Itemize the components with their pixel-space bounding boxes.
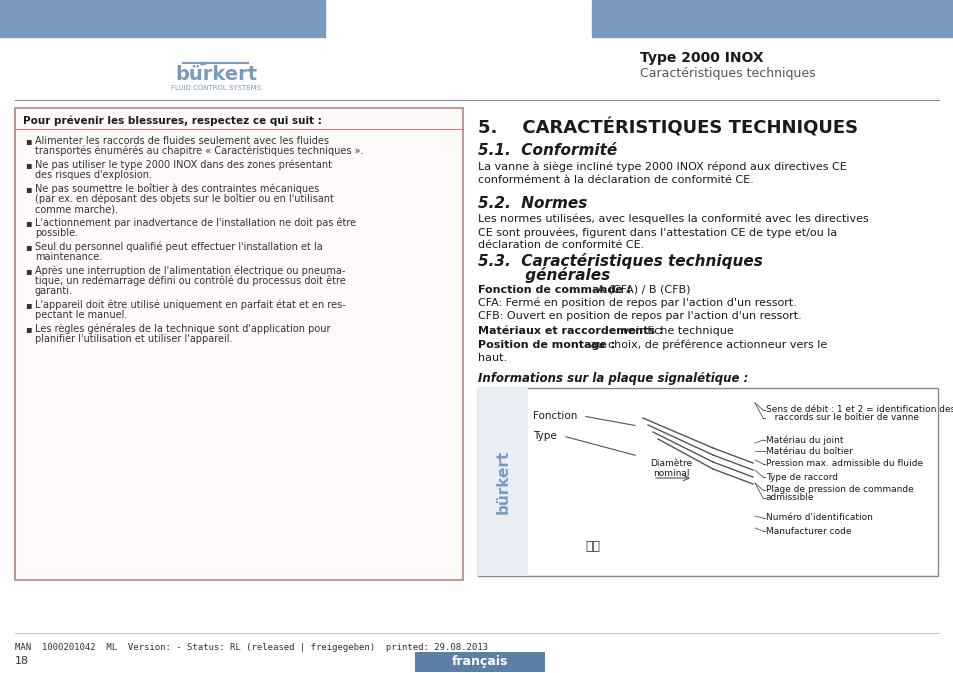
Text: 5.    CARACTÉRISTIQUES TECHNIQUES: 5. CARACTÉRISTIQUES TECHNIQUES xyxy=(477,118,858,137)
Text: 5.1.  Conformité: 5.1. Conformité xyxy=(477,143,617,158)
Text: 5.2.  Normes: 5.2. Normes xyxy=(477,196,587,211)
Text: L'appareil doit être utilisé uniquement en parfait état et en res-: L'appareil doit être utilisé uniquement … xyxy=(35,300,345,310)
Text: tique, un redémarrage défini ou contrôlé du processus doit être: tique, un redémarrage défini ou contrôlé… xyxy=(35,276,345,287)
Text: Caractéristiques techniques: Caractéristiques techniques xyxy=(639,67,815,81)
Text: ▪: ▪ xyxy=(25,218,31,228)
Text: nominal: nominal xyxy=(652,468,688,478)
Text: français: français xyxy=(452,656,508,668)
Text: comme marche).: comme marche). xyxy=(35,204,118,214)
Bar xyxy=(477,388,527,576)
Text: haut.: haut. xyxy=(477,353,507,363)
Text: La vanne à siège incliné type 2000 INOX répond aux directives CE: La vanne à siège incliné type 2000 INOX … xyxy=(477,162,846,172)
Text: Pression max. admissible du fluide: Pression max. admissible du fluide xyxy=(765,460,923,468)
Text: générales: générales xyxy=(477,267,610,283)
Bar xyxy=(0,0,325,37)
Text: conformément à la déclaration de conformité CE.: conformément à la déclaration de conform… xyxy=(477,175,753,185)
Text: ⒸⒺ: ⒸⒺ xyxy=(585,540,599,553)
Text: Numéro d'identification: Numéro d'identification xyxy=(765,513,872,522)
Text: maintenance.: maintenance. xyxy=(35,252,102,262)
Text: Sens de débit : 1 et 2 = identification des: Sens de débit : 1 et 2 = identification … xyxy=(765,406,953,415)
Text: planifier l'utilisation et utiliser l'appareil.: planifier l'utilisation et utiliser l'ap… xyxy=(35,334,233,344)
Text: ▪: ▪ xyxy=(25,160,31,170)
Text: Les normes utilisées, avec lesquelles la conformité avec les directives: Les normes utilisées, avec lesquelles la… xyxy=(477,214,868,225)
Text: des risques d'explosion.: des risques d'explosion. xyxy=(35,170,152,180)
Text: pectant le manuel.: pectant le manuel. xyxy=(35,310,128,320)
Text: Type 2000 INOX: Type 2000 INOX xyxy=(639,51,762,65)
Text: CFA: Fermé en position de repos par l'action d'un ressort.: CFA: Fermé en position de repos par l'ac… xyxy=(477,298,796,308)
Text: L'actionnement par inadvertance de l'installation ne doit pas être: L'actionnement par inadvertance de l'ins… xyxy=(35,218,355,229)
Text: (par ex. en déposant des objets sur le boîtier ou en l'utilisant: (par ex. en déposant des objets sur le b… xyxy=(35,194,334,205)
Text: Matériau du joint: Matériau du joint xyxy=(765,435,842,445)
Text: Ne pas utiliser le type 2000 INOX dans des zones présentant: Ne pas utiliser le type 2000 INOX dans d… xyxy=(35,160,332,170)
Text: ▪: ▪ xyxy=(25,266,31,276)
Text: MAN  1000201042  ML  Version: - Status: RL (released | freigegeben)  printed: 29: MAN 1000201042 ML Version: - Status: RL … xyxy=(15,643,488,651)
Text: ▪: ▪ xyxy=(25,242,31,252)
Text: Pour prévenir les blessures, respectez ce qui suit :: Pour prévenir les blessures, respectez c… xyxy=(23,116,321,127)
Text: Type: Type xyxy=(533,431,557,441)
Bar xyxy=(15,108,462,580)
Text: Informations sur la plaque signalétique :: Informations sur la plaque signalétique … xyxy=(477,372,747,385)
Text: possible.: possible. xyxy=(35,228,78,238)
Bar xyxy=(592,0,953,37)
Text: Manufacturer code: Manufacturer code xyxy=(765,526,851,536)
Text: FLUID CONTROL SYSTEMS: FLUID CONTROL SYSTEMS xyxy=(171,85,261,91)
Text: 18: 18 xyxy=(15,656,30,666)
Text: CE sont prouvées, figurent dans l'attestation CE de type et/ou la: CE sont prouvées, figurent dans l'attest… xyxy=(477,227,837,238)
Text: au choix, de préférence actionneur vers le: au choix, de préférence actionneur vers … xyxy=(586,340,826,351)
Text: déclaration de conformité CE.: déclaration de conformité CE. xyxy=(477,240,643,250)
Text: Matériau du boîtier: Matériau du boîtier xyxy=(765,446,852,456)
Text: Fonction de commande :: Fonction de commande : xyxy=(477,285,631,295)
Text: Après une interruption de l'alimentation électrique ou pneuma-: Après une interruption de l'alimentation… xyxy=(35,266,345,277)
Text: Matériaux et raccordements :: Matériaux et raccordements : xyxy=(477,326,662,336)
Text: Alimenter les raccords de fluides seulement avec les fluides: Alimenter les raccords de fluides seulem… xyxy=(35,136,329,146)
Text: voir fiche technique: voir fiche technique xyxy=(618,326,733,336)
Text: Type de raccord: Type de raccord xyxy=(765,472,837,481)
Text: Diamètre: Diamètre xyxy=(649,460,691,468)
Text: Fonction: Fonction xyxy=(533,411,577,421)
Text: bürkert: bürkert xyxy=(495,450,510,514)
Text: ▪: ▪ xyxy=(25,184,31,194)
Text: A (CFA) / B (CFB): A (CFA) / B (CFB) xyxy=(594,285,690,295)
Text: ▪: ▪ xyxy=(25,136,31,146)
Text: CFB: Ouvert en position de repos par l'action d'un ressort.: CFB: Ouvert en position de repos par l'a… xyxy=(477,311,801,321)
Text: 5.3.  Caractéristiques techniques: 5.3. Caractéristiques techniques xyxy=(477,253,762,269)
Bar xyxy=(415,652,544,672)
Text: ▪: ▪ xyxy=(25,300,31,310)
Text: Ne pas soumettre le boîtier à des contraintes mécaniques: Ne pas soumettre le boîtier à des contra… xyxy=(35,184,319,194)
Text: bürkert: bürkert xyxy=(174,65,256,85)
Text: ▪: ▪ xyxy=(25,324,31,334)
Text: transportés énumérés au chapitre « Caractéristiques techniques ».: transportés énumérés au chapitre « Carac… xyxy=(35,146,363,157)
Text: raccords sur le boîtier de vanne: raccords sur le boîtier de vanne xyxy=(765,413,918,423)
Bar xyxy=(477,388,937,576)
Text: admissible: admissible xyxy=(765,493,814,503)
Text: garanti.: garanti. xyxy=(35,286,73,296)
Text: Position de montage :: Position de montage : xyxy=(477,340,615,350)
Text: Seul du personnel qualifié peut effectuer l'installation et la: Seul du personnel qualifié peut effectue… xyxy=(35,242,322,252)
Text: Les règles générales de la technique sont d'application pour: Les règles générales de la technique son… xyxy=(35,324,330,334)
Text: Plage de pression de commande: Plage de pression de commande xyxy=(765,485,913,495)
